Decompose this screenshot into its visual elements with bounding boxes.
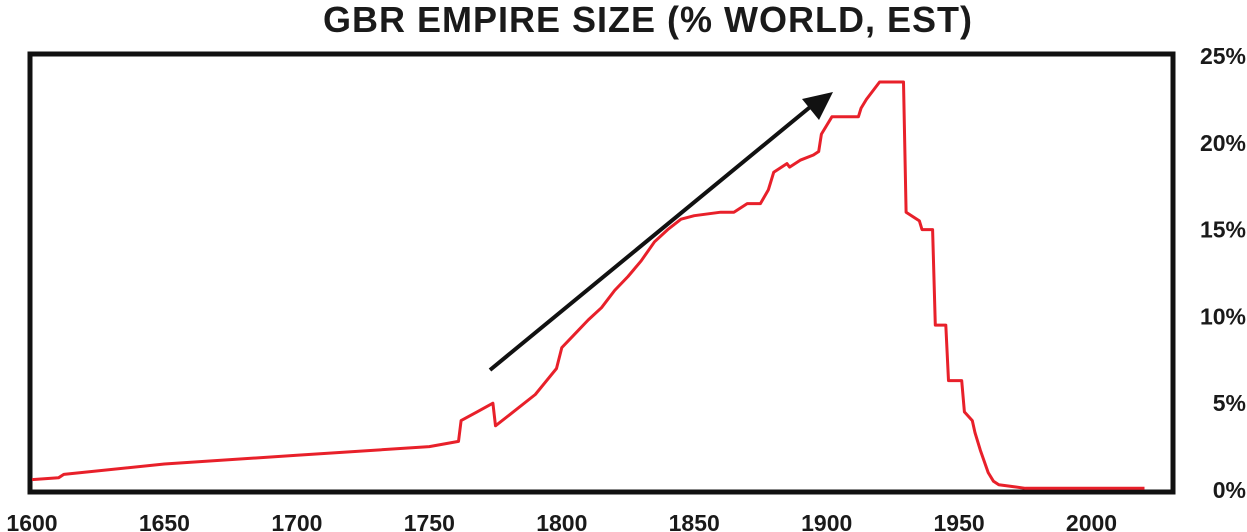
y-axis: 0% 5% 10% 15% 20% 25% (1200, 43, 1246, 503)
y-tick-label: 20% (1200, 130, 1246, 156)
y-tick-label: 15% (1200, 217, 1246, 243)
plot-frame (27, 51, 1176, 495)
y-tick-label: 0% (1213, 477, 1246, 503)
trend-arrow-shaft (488, 101, 817, 372)
y-tick-label: 5% (1213, 390, 1246, 416)
y-tick-label: 10% (1200, 303, 1246, 329)
x-tick-label: 1700 (271, 510, 322, 532)
x-tick-label: 1650 (139, 510, 190, 532)
x-axis: 1600 1650 1700 1750 1800 1850 1900 1950 2000 (6, 510, 1117, 532)
trend-arrow-head (802, 92, 833, 120)
data-layer (31, 80, 1145, 490)
y-tick-label: 25% (1200, 43, 1246, 69)
x-tick-label: 2000 (1066, 510, 1117, 532)
x-tick-label: 1850 (669, 510, 720, 532)
annotation-layer (488, 92, 833, 372)
x-tick-label: 1900 (801, 510, 852, 532)
x-tick-label: 1600 (6, 510, 57, 532)
x-tick-label: 1750 (404, 510, 455, 532)
x-tick-label: 1800 (536, 510, 587, 532)
x-tick-label: 1950 (934, 510, 985, 532)
chart-title: GBR EMPIRE SIZE (% WORLD, EST) (322, 0, 973, 40)
series-line-0 (31, 80, 1145, 490)
